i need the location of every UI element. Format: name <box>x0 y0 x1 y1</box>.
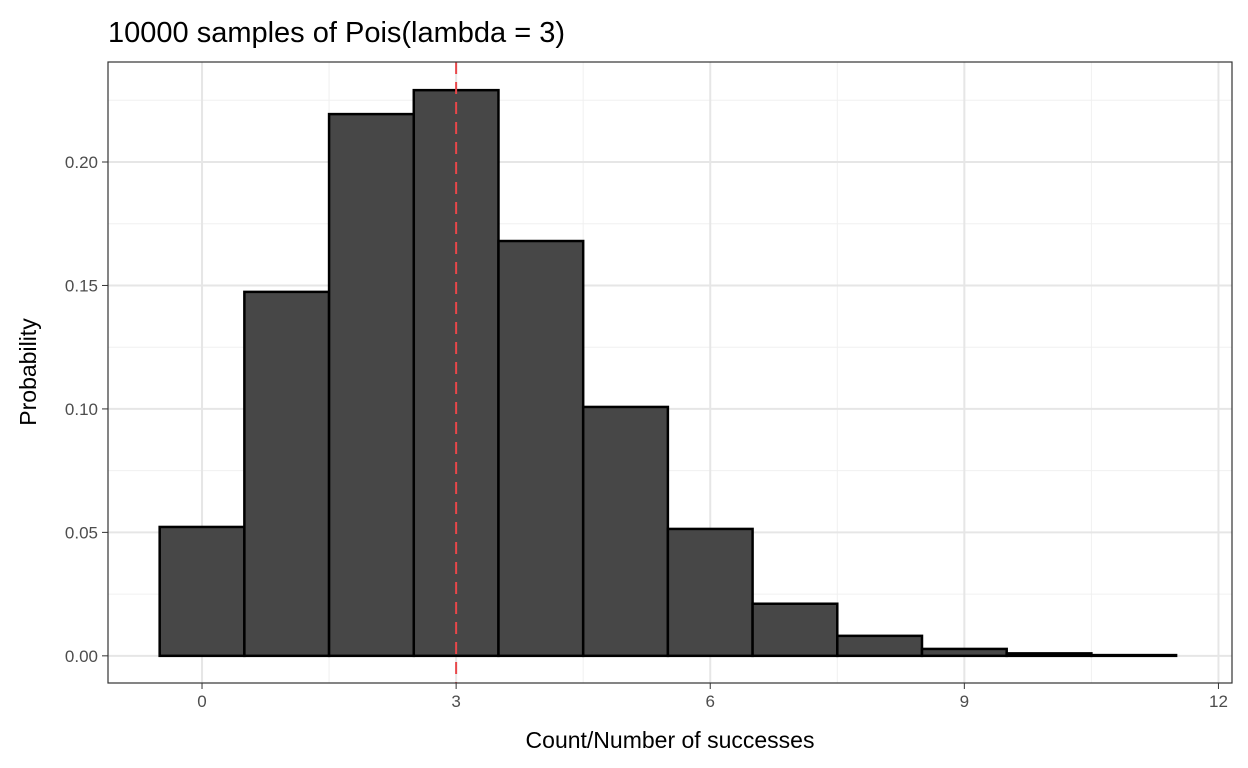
y-axis-label: Probability <box>15 318 41 426</box>
chart-title: 10000 samples of Pois(lambda = 3) <box>108 17 565 49</box>
histogram-bar <box>751 602 839 658</box>
y-tick-label: 0.00 <box>65 647 98 666</box>
histogram-bar <box>158 525 246 658</box>
y-axis: 0.00 0.05 0.10 0.15 0.20 <box>65 153 108 666</box>
y-tick-label: 0.20 <box>65 153 98 172</box>
histogram-bar <box>666 527 754 658</box>
y-tick-label: 0.05 <box>65 523 98 542</box>
panel-border <box>107 61 1233 684</box>
histogram-bar <box>243 290 331 658</box>
histogram-bar <box>836 634 924 658</box>
histogram-bar <box>1090 653 1178 658</box>
x-axis: 0 3 6 9 12 <box>197 683 1228 711</box>
x-tick-label: 12 <box>1209 692 1228 711</box>
histogram-bar <box>1005 652 1093 658</box>
histogram-bar <box>327 112 416 658</box>
histogram-bar <box>920 647 1008 658</box>
x-tick-label: 0 <box>197 692 206 711</box>
y-tick-label: 0.10 <box>65 400 98 419</box>
histogram-bar <box>497 239 585 658</box>
y-tick-label: 0.15 <box>65 276 98 295</box>
x-tick-label: 9 <box>960 692 969 711</box>
x-tick-label: 3 <box>451 692 460 711</box>
x-tick-label: 6 <box>705 692 714 711</box>
x-axis-label: Count/Number of successes <box>526 727 815 753</box>
histogram-bar <box>581 405 670 658</box>
